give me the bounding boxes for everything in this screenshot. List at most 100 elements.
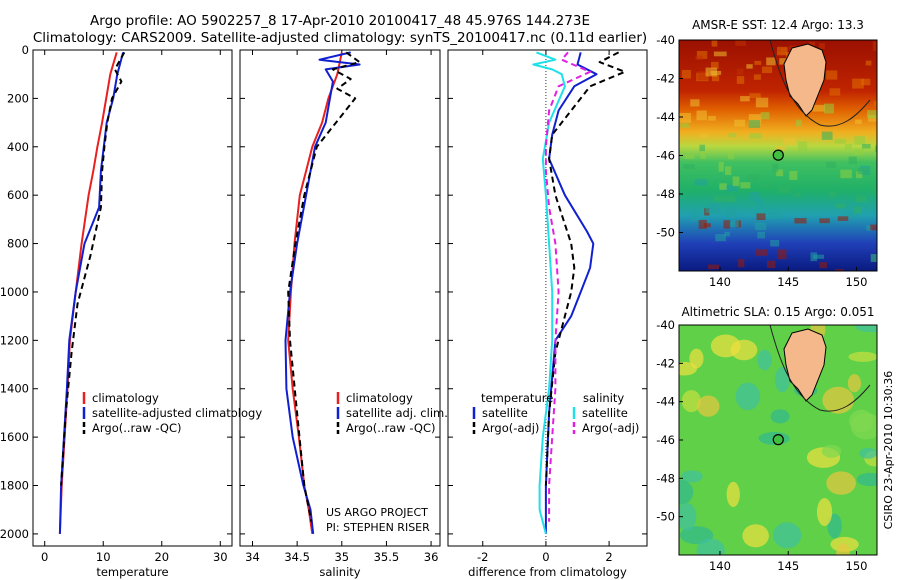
sst-pixel-patch [697, 70, 709, 81]
sla-anomaly-patch [816, 498, 833, 527]
series-line [532, 51, 566, 535]
x-tick-label: 35.5 [374, 550, 400, 564]
sst-pixel-patch [747, 173, 760, 182]
map-x-tick-label: 150 [846, 275, 868, 289]
sst-pixel-patch [808, 41, 816, 48]
map-x-tick-label: 150 [846, 559, 868, 573]
legend-argo-label: Argo(..raw -QC) [346, 421, 436, 435]
sst-pixel-patch [821, 131, 833, 140]
sst-pixel-patch [737, 68, 744, 75]
map-y-tick-label: -42 [656, 356, 675, 370]
sst-map: AMSR-E SST: 12.4 Argo: 13.3 140 145 150 -40… [656, 18, 878, 289]
sst-pixel-patch [749, 192, 761, 202]
sla-anomaly-patch [856, 472, 877, 487]
sst-pixel-patch [690, 99, 700, 107]
x-tick-label: -2 [477, 550, 488, 564]
sst-pixel-patch [755, 97, 769, 108]
sst-pixel-patch [748, 120, 761, 128]
sst-pixel-patch [789, 171, 798, 180]
sst-pixel-patch [870, 224, 877, 231]
sst-pixel-patch [819, 43, 826, 50]
sst-pixel-patch [852, 78, 864, 89]
sst-pixel-patch [761, 66, 773, 74]
sst-pixel-patch [740, 182, 751, 189]
temperature-panel: 0 10 20 30 temperature 0 200 400 600 800 1000 1200 1… [0, 43, 232, 579]
map-y-tick-label: -46 [656, 433, 675, 447]
sst-pixel-patch [748, 114, 762, 122]
sst-texture [679, 40, 877, 271]
sla-anomaly-patch [827, 513, 842, 539]
sla-anomaly-patch [679, 479, 694, 505]
sst-pixel-patch [861, 78, 871, 86]
x-tick-label: 34.5 [284, 550, 310, 564]
sst-pixel-patch [724, 185, 738, 192]
sst-pixel-patch [725, 166, 732, 176]
sst-pixel-patch [723, 220, 731, 229]
sst-pixel-patch [844, 212, 855, 217]
sla-anomaly-patch [679, 502, 697, 531]
sst-pixel-patch [840, 169, 852, 179]
legend-climatology-label: climatology [92, 391, 159, 405]
sst-pixel-patch [696, 110, 707, 121]
sst-pixel-patch [683, 164, 695, 169]
sla-anomaly-patch [681, 390, 701, 413]
sla-anomaly-patch [730, 339, 758, 361]
sst-pixel-patch [746, 64, 753, 69]
series-line [60, 51, 126, 486]
sst-pixel-patch [777, 249, 787, 260]
sst-pixel-patch [794, 218, 807, 224]
difference-panel-frame [447, 49, 648, 547]
y-tick-label: 400 [7, 140, 29, 154]
sst-pixel-patch [875, 145, 877, 153]
sst-pixel-patch [870, 254, 877, 262]
map-y-tick-label: -42 [656, 72, 675, 86]
sst-pixel-patch [866, 225, 872, 231]
temperature-legend: climatology satellite-adjusted climatolo… [82, 391, 262, 435]
sst-pixel-patch [857, 168, 869, 175]
sst-pixel-patch [778, 186, 791, 194]
sst-pixel-patch [760, 112, 770, 120]
timestamp-label: CSIRO 23-Apr-2010 10:30:36 [882, 371, 895, 530]
salinity-panel-frame [239, 49, 441, 547]
sst-pixel-patch [845, 144, 853, 150]
sst-pixel-patch [755, 249, 768, 256]
legend-climatology-label: climatology [346, 391, 413, 405]
sst-pixel-patch [856, 171, 863, 179]
tasmania-landmass [783, 328, 827, 402]
sst-pixel-patch [829, 88, 841, 96]
sst-map-title: AMSR-E SST: 12.4 Argo: 13.3 [692, 18, 864, 32]
x-tick-label: 34 [245, 550, 260, 564]
sst-pixel-patch [819, 262, 828, 269]
sst-pixel-patch [826, 70, 838, 80]
sst-pixel-patch [866, 110, 877, 119]
sst-pixel-patch [726, 206, 735, 216]
sst-pixel-patch [854, 148, 864, 156]
x-axis-label: temperature [96, 565, 168, 579]
sst-pixel-patch [848, 156, 857, 165]
map-y-tick-label: -46 [656, 149, 675, 163]
x-tick-label: 35 [334, 550, 349, 564]
legend-temp-argo-label: Argo(-adj) [482, 421, 539, 435]
sla-anomaly-patch [770, 409, 790, 424]
y-tick-label: 0 [22, 43, 29, 57]
sst-pixel-patch [719, 183, 727, 190]
sst-pixel-patch [776, 169, 784, 177]
legend-sal-argo-label: Argo(-adj) [582, 421, 639, 435]
sst-pixel-patch [770, 239, 780, 247]
series-line [58, 52, 118, 534]
y-tick-label: 1400 [0, 382, 29, 396]
sst-pixel-patch [679, 112, 691, 123]
y-tick-label: 2000 [0, 527, 29, 541]
x-tick-label: 2 [605, 550, 612, 564]
series-line [58, 52, 125, 534]
sst-pixel-patch [779, 58, 789, 65]
sst-pixel-patch [757, 231, 766, 239]
sst-pixel-patch [795, 119, 802, 127]
sst-pixel-patch [826, 161, 837, 169]
sst-pixel-patch [710, 70, 722, 75]
sst-argo-marker [772, 149, 784, 161]
series-line [544, 51, 626, 486]
legend-temp-satellite-label: satellite [482, 406, 528, 420]
y-tick-label: 1000 [0, 285, 29, 299]
sst-pixel-patch [728, 132, 737, 138]
